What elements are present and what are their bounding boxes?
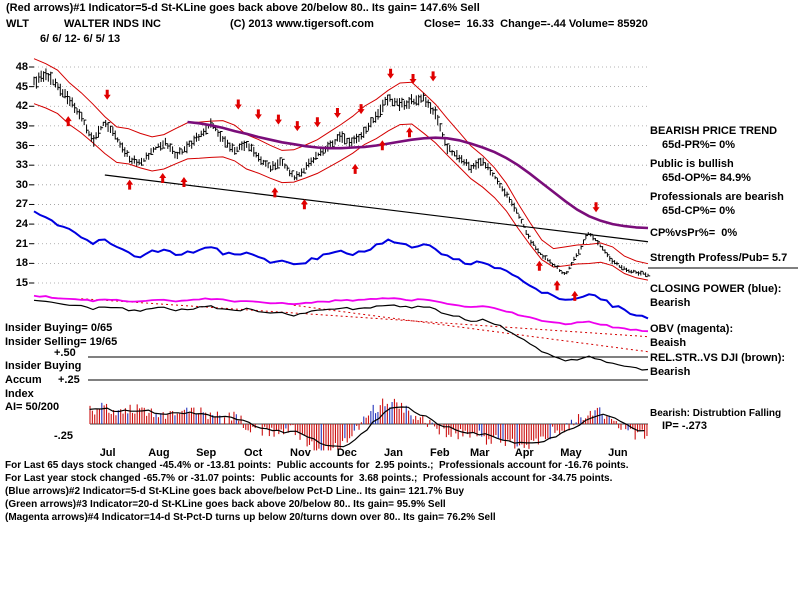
up-signal-arrow-icon	[405, 127, 413, 138]
professionals-sentiment: Professionals are bearish	[650, 191, 784, 203]
month-label: Jul	[99, 447, 116, 459]
up-signal-arrow-icon	[126, 179, 134, 190]
month-label: Mar	[469, 447, 490, 459]
ticker-symbol: WLT	[6, 18, 30, 30]
price-tick-label: 30	[15, 178, 28, 191]
down-signal-arrow-icon	[429, 71, 437, 82]
scale-plus25: +.25	[58, 374, 80, 386]
price-trend-title: BEARISH PRICE TREND	[650, 125, 778, 137]
indicator3-legend: (Green arrows)#3 Indicator=20-d St-KLine…	[5, 499, 446, 510]
month-label: May	[560, 447, 582, 459]
price-tick-label: 21	[15, 237, 28, 250]
up-signal-arrow-icon	[300, 199, 308, 210]
down-signal-arrow-icon	[254, 109, 262, 120]
month-label: Sep	[196, 447, 217, 459]
scale-plus50: +.50	[54, 347, 76, 359]
down-signal-arrow-icon	[592, 202, 600, 213]
accum-index-label-2: Accum	[5, 374, 42, 386]
company-name: WALTER INDS INC	[64, 18, 161, 30]
price-tick-label: 45	[15, 80, 28, 93]
accum-index-label-3: Index	[5, 388, 34, 400]
closing-power-state: Bearish	[650, 297, 691, 309]
indicator4-legend: (Magenta arrows)#4 Indicator=14-d St-Pct…	[5, 512, 496, 523]
month-label: Apr	[514, 447, 534, 459]
month-label: Nov	[290, 447, 311, 459]
down-signal-arrow-icon	[234, 99, 242, 110]
obv-state: Beaish	[650, 337, 687, 349]
stats-year: For Last year stock changed -65.7% or -3…	[5, 473, 613, 484]
op-percent: 65d-OP%= 84.9%	[662, 172, 751, 184]
closing-power-title: CLOSING POWER (blue):	[650, 283, 782, 295]
indicator1-legend: (Red arrows)#1 Indicator=5-d St-KLine go…	[6, 2, 480, 14]
up-signal-arrow-icon	[553, 280, 561, 291]
price-tick-label: 36	[15, 139, 28, 152]
stats-65day: For Last 65 days stock changed -45.4% or…	[5, 460, 629, 471]
public-sentiment: Public is bullish	[650, 158, 734, 170]
cp-percent: 65d-CP%= 0%	[662, 205, 736, 217]
date-range: 6/ 6/ 12- 6/ 5/ 13	[40, 33, 121, 45]
insider-buying-count: Insider Buying= 0/65	[5, 322, 113, 334]
obv-title: OBV (magenta):	[650, 323, 734, 335]
ip-value: IP= -.273	[662, 420, 707, 432]
price-tick-label: 27	[15, 198, 28, 211]
cp-vs-pr: CP%vsPr%= 0%	[650, 227, 738, 239]
quote-summary: Close= 16.33 Change=-.44 Volume= 85920	[424, 18, 648, 30]
up-signal-arrow-icon	[535, 260, 543, 271]
down-signal-arrow-icon	[313, 117, 321, 128]
up-signal-arrow-icon	[159, 173, 167, 184]
price-tick-label: 42	[15, 100, 28, 113]
price-tick-label: 48	[15, 61, 28, 73]
price-tick-label: 24	[15, 218, 28, 231]
down-signal-arrow-icon	[333, 108, 341, 119]
down-signal-arrow-icon	[103, 89, 111, 100]
month-label: Jan	[383, 447, 403, 459]
scale-minus25: -.25	[54, 430, 73, 442]
up-signal-arrow-icon	[64, 116, 72, 127]
rel-str-title: REL.STR..VS DJI (brown):	[650, 352, 786, 364]
down-signal-arrow-icon	[274, 114, 282, 125]
rel-str-state: Bearish	[650, 366, 691, 378]
price-tick-label: 39	[15, 119, 28, 132]
ai-ratio: AI= 50/200	[5, 401, 60, 413]
insider-selling-count: Insider Selling= 19/65	[5, 336, 118, 348]
price-tick-label: 33	[15, 159, 28, 172]
up-signal-arrow-icon	[271, 187, 279, 198]
up-signal-arrow-icon	[378, 140, 386, 151]
up-signal-arrow-icon	[571, 290, 579, 301]
month-label: Dec	[336, 447, 357, 459]
up-signal-arrow-icon	[180, 176, 188, 187]
month-label: Jun	[608, 447, 628, 459]
month-label: Aug	[148, 447, 170, 459]
up-signal-arrow-icon	[351, 163, 359, 174]
pr-percent: 65d-PR%= 0%	[662, 139, 736, 151]
copyright-text: (C) 2013 www.tigersoft.com	[230, 18, 374, 30]
down-signal-arrow-icon	[387, 68, 395, 79]
strength-ratio: Strength Profess/Pub= 5.7	[650, 252, 788, 264]
down-signal-arrow-icon	[409, 74, 417, 85]
down-signal-arrow-icon	[293, 121, 301, 132]
price-tick-label: 15	[15, 277, 28, 289]
price-tick-label: 18	[15, 257, 28, 270]
down-signal-arrow-icon	[357, 104, 365, 115]
accum-index-label-1: Insider Buying	[5, 360, 82, 372]
indicator2-legend: (Blue arrows)#2 Indicator=5-d St-KLine g…	[5, 486, 465, 497]
month-label: Oct	[243, 447, 263, 459]
distribution-note: Bearish: Distrubtion Falling	[650, 408, 782, 419]
month-label: Feb	[430, 447, 450, 459]
